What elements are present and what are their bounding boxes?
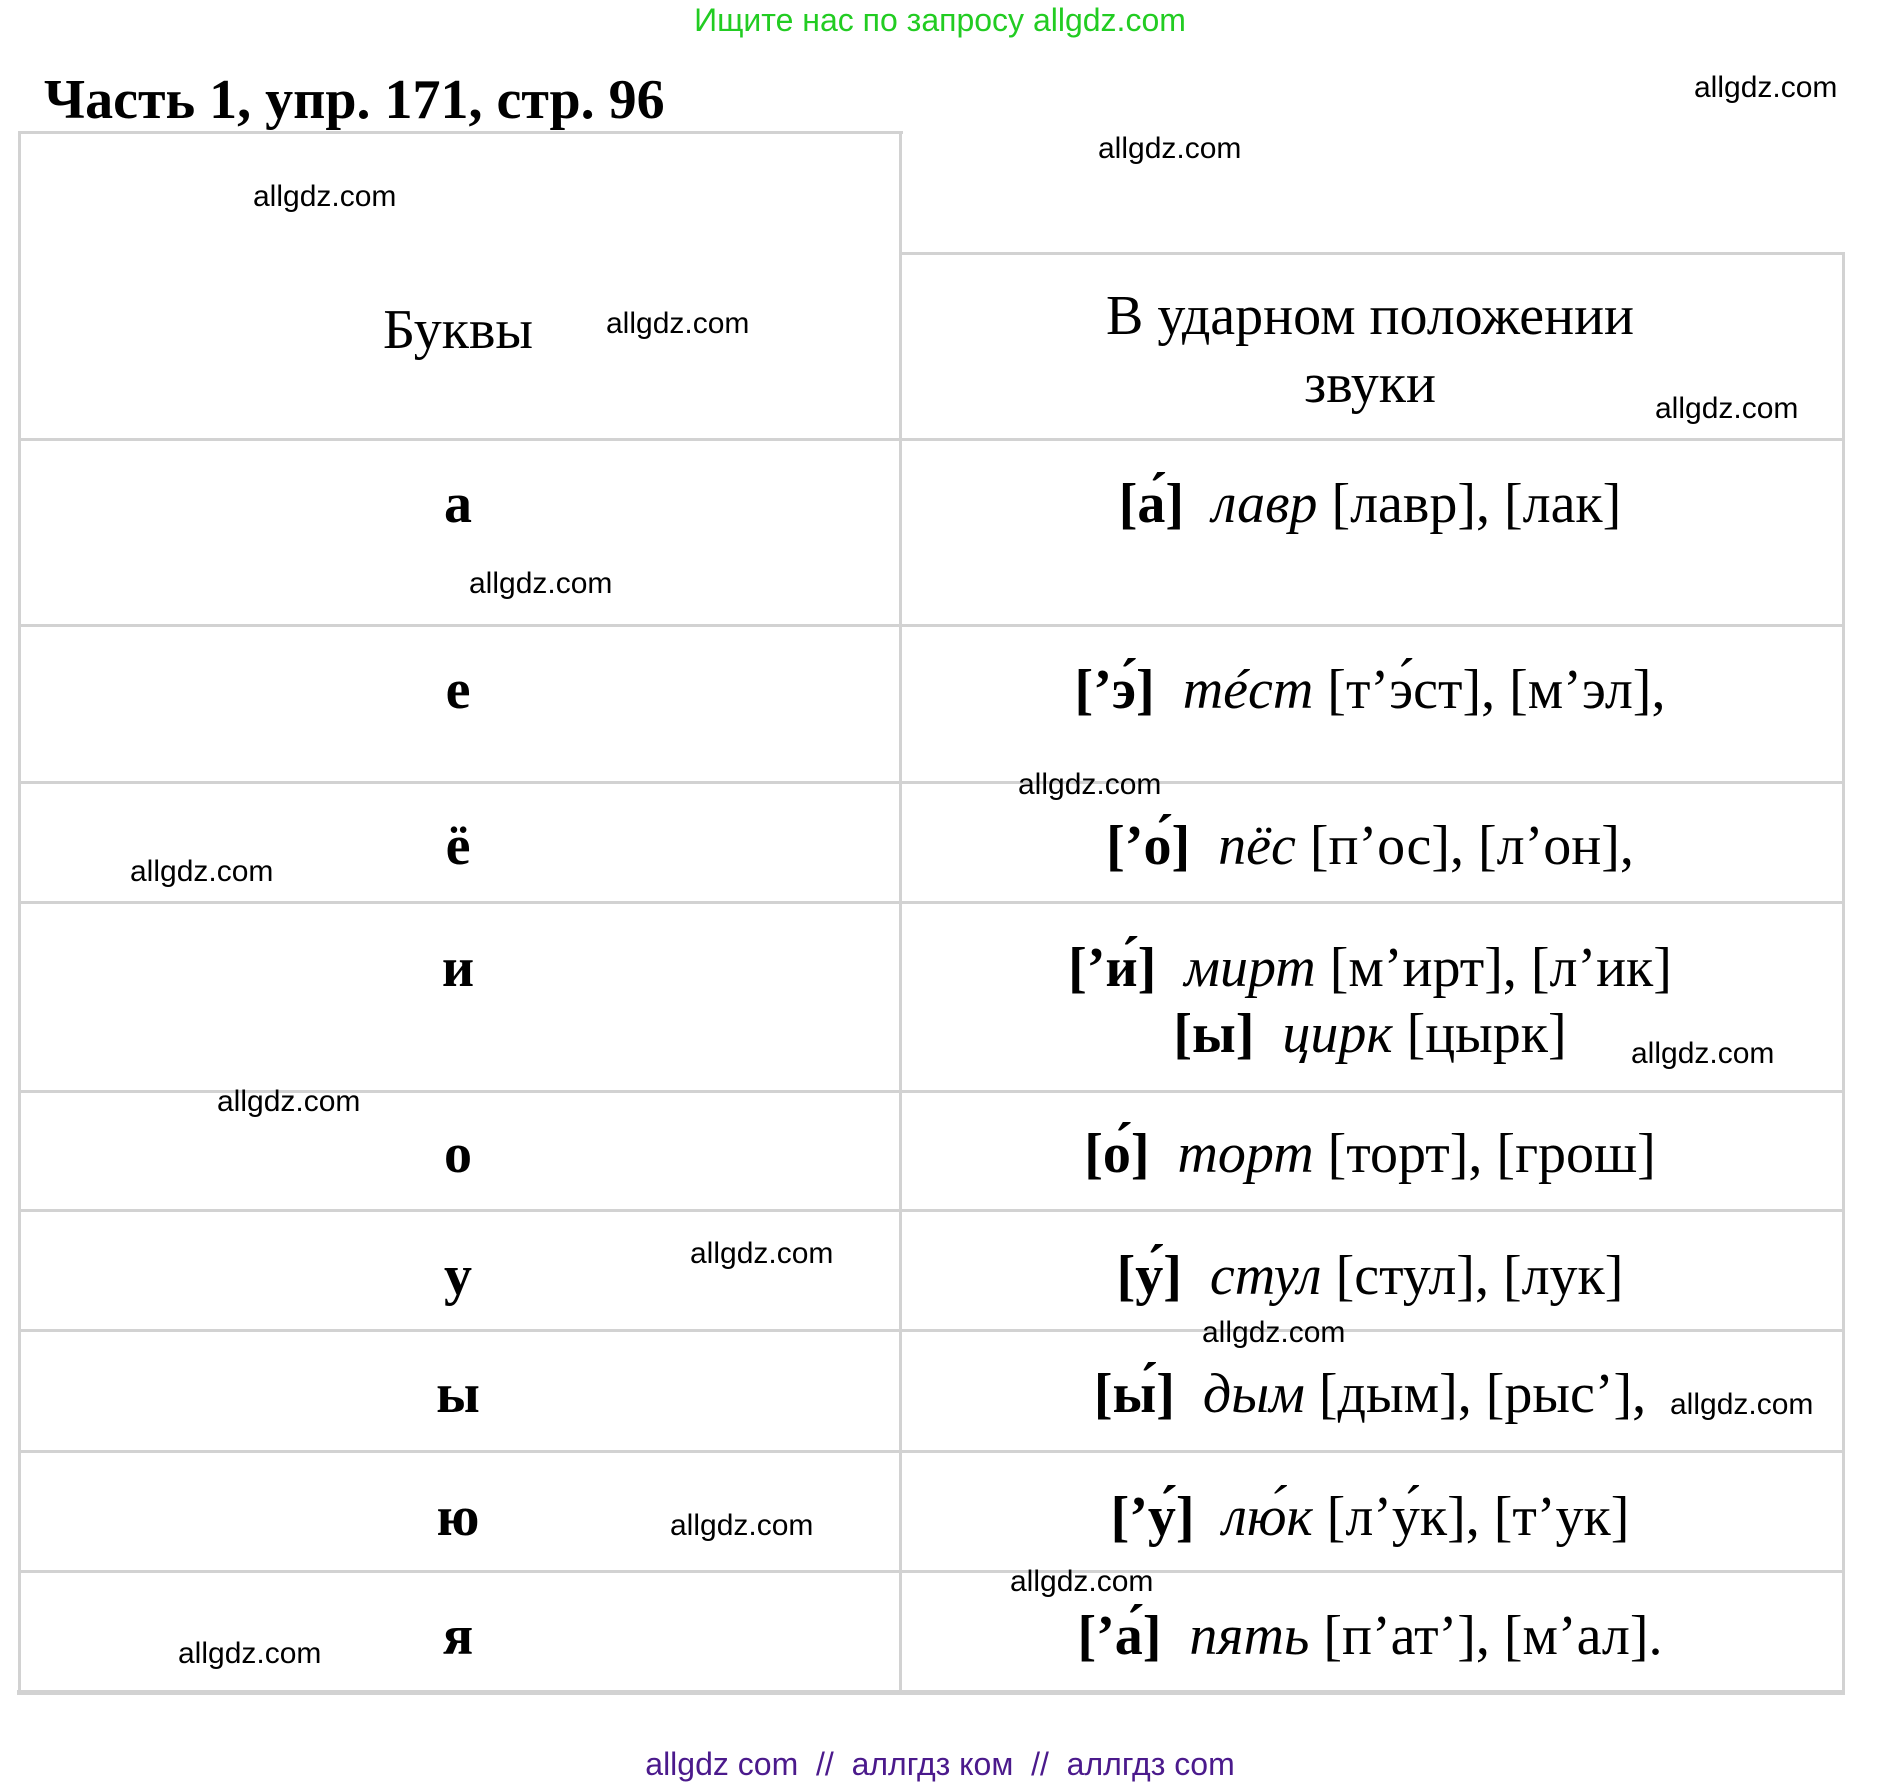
letter-cell: о (444, 1123, 472, 1185)
sound: [’и́] (1068, 937, 1157, 999)
sound: [’э́] (1074, 659, 1155, 721)
example-word: лю́к (1222, 1486, 1313, 1548)
row-divider (19, 901, 1845, 904)
example-word: торт (1177, 1123, 1314, 1185)
sound-cell: [’о́] пёс [п’ос], [л’он], (1106, 816, 1634, 876)
row-divider (19, 1450, 1845, 1453)
transcription: [л’у́к], [т’ук] (1326, 1486, 1630, 1548)
sound-cell: [’и́] мирт [м’ирт], [л’ик] (1068, 938, 1672, 998)
row-divider (19, 1329, 1845, 1332)
watermark: allgdz.com (1670, 1388, 1814, 1421)
row-divider (19, 781, 1845, 784)
sound-cell: [у́] стул [стул], [лук] (1117, 1246, 1624, 1306)
watermark: allgdz.com (1631, 1037, 1775, 1070)
watermark: allgdz.com (1018, 768, 1162, 801)
transcription: [лавр], [лак] (1331, 473, 1622, 535)
row-divider (19, 624, 1845, 627)
table-border-bottom (17, 1690, 1845, 1695)
sound: [а́] (1118, 473, 1185, 535)
footer-links: allgdz com // аллгдз ком // аллгдз com (645, 1746, 1235, 1782)
sound-cell: [’а́] пять [п’ат’], [м’ал]. (1077, 1606, 1662, 1666)
watermark: allgdz.com (1010, 1565, 1154, 1598)
watermark: allgdz.com (1202, 1316, 1346, 1349)
watermark: allgdz.com (1098, 132, 1242, 165)
row-divider (19, 1090, 1845, 1093)
table-border-top-right (900, 252, 1845, 255)
sound: [ы́] (1093, 1363, 1175, 1425)
transcription: [дым], [рыс’], (1318, 1363, 1647, 1425)
letter-cell: и (441, 937, 475, 999)
watermark: allgdz.com (690, 1237, 834, 1270)
letter-cell: ы (436, 1363, 480, 1425)
row-divider (19, 438, 1845, 441)
transcription: [цырк] (1406, 1003, 1567, 1065)
page-title: Часть 1, упр. 171, стр. 96 (44, 69, 665, 131)
header-sounds: звуки (1304, 353, 1436, 415)
watermark: allgdz.com (217, 1085, 361, 1118)
letter-cell: ю (436, 1486, 480, 1548)
transcription: [м’ирт], [л’ик] (1329, 937, 1672, 999)
watermark: allgdz.com (1655, 392, 1799, 425)
transcription: [п’ат’], [м’ал]. (1323, 1605, 1663, 1667)
sound: [о́] (1084, 1123, 1150, 1185)
watermark: allgdz.com (469, 567, 613, 600)
table-border-left (18, 131, 21, 1693)
sound-cell: [ы́] дым [дым], [рыс’], (1094, 1364, 1646, 1424)
row-divider (19, 1570, 1845, 1573)
sound: [’у́] (1110, 1486, 1195, 1548)
watermark: allgdz.com (606, 307, 750, 340)
sound-cell: [’э́] тéст [т’э́ст], [м’эл], (1075, 660, 1666, 720)
letter-cell: а (444, 473, 472, 535)
example-word: лавр (1212, 473, 1318, 535)
row-divider (19, 1209, 1845, 1212)
watermark: allgdz.com (178, 1637, 322, 1670)
sound-cell: [о́] торт [торт], [грош] (1084, 1124, 1656, 1184)
transcription: [торт], [грош] (1327, 1123, 1656, 1185)
sound-cell: [ы] цирк [цырк] (1173, 1004, 1566, 1064)
example-word: пёс (1218, 815, 1296, 877)
column-divider (899, 131, 902, 1693)
letter-cell: я (442, 1605, 474, 1667)
watermark: allgdz.com (1694, 71, 1838, 104)
letter-cell: е (445, 659, 471, 721)
watermark: allgdz.com (130, 855, 274, 888)
sound: [’а́] (1077, 1605, 1162, 1667)
sound: [ы] (1173, 1003, 1255, 1065)
example-word: тéст (1182, 659, 1314, 721)
header-letters: Буквы (382, 299, 534, 361)
transcription: [т’э́ст], [м’эл], (1327, 659, 1666, 721)
watermark: allgdz.com (253, 180, 397, 213)
example-word: стул (1209, 1245, 1322, 1307)
table-border-top (19, 131, 903, 134)
example-word: пять (1189, 1605, 1310, 1667)
sound: [у́] (1116, 1245, 1182, 1307)
watermark: allgdz.com (670, 1509, 814, 1542)
example-word: дым (1202, 1363, 1305, 1425)
example-word: цирк (1282, 1003, 1393, 1065)
header-stressed: В ударном положении (1105, 285, 1635, 347)
sound-cell: [а́] лавр [лавр], [лак] (1119, 474, 1622, 534)
top-banner: Ищите нас по запросу allgdz.com (694, 2, 1186, 38)
example-word: мирт (1184, 937, 1316, 999)
transcription: [п’ос], [л’он], (1309, 815, 1634, 877)
table-border-right (1842, 252, 1845, 1693)
letter-cell: у (444, 1245, 472, 1307)
letter-cell: ё (445, 815, 471, 877)
sound: [’о́] (1106, 815, 1191, 877)
transcription: [стул], [лук] (1335, 1245, 1624, 1307)
sound-cell: [’у́] лю́к [л’у́к], [т’ук] (1111, 1487, 1630, 1547)
